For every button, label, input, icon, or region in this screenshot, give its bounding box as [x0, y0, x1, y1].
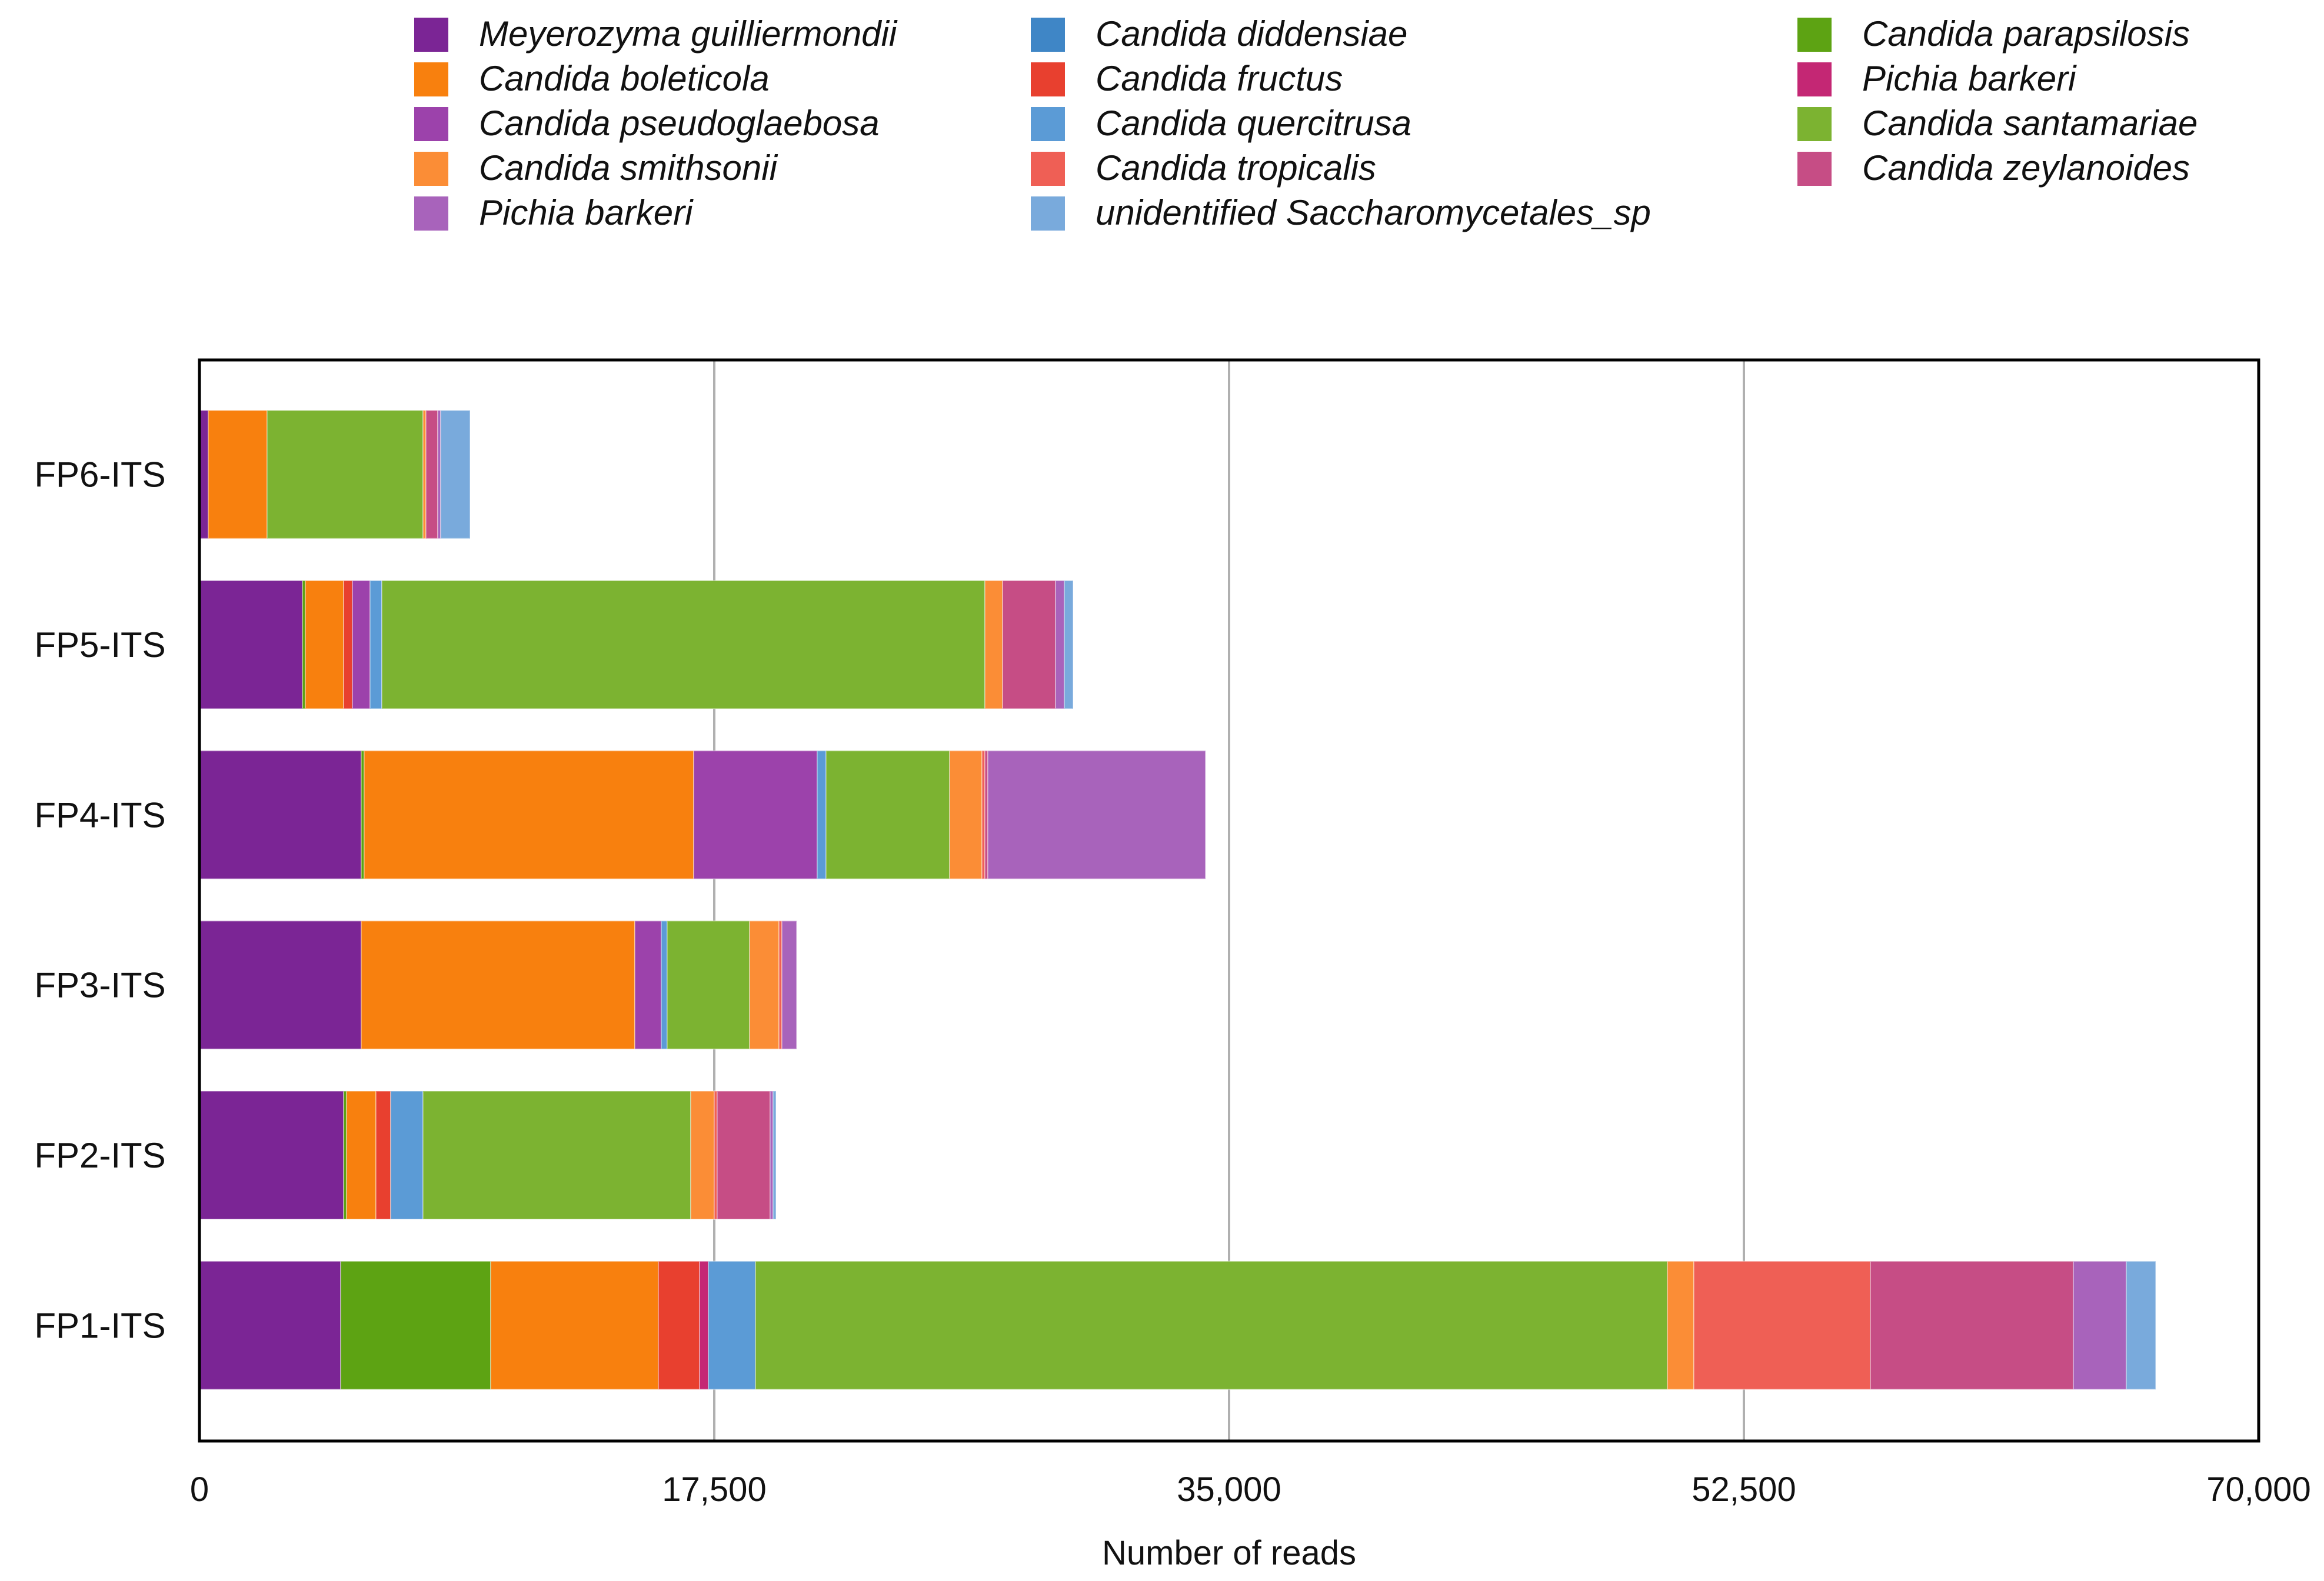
legend-swatch: [1797, 152, 1832, 186]
x-tick-label: 17,500: [662, 1470, 766, 1509]
bar-segment: [984, 580, 1003, 709]
bar-segment: [199, 580, 303, 709]
category-labels: FP6-ITS FP5-ITS FP4-ITS FP3-ITS FP2-ITS FP1-I…: [34, 455, 165, 1346]
legend-swatch: [1031, 107, 1065, 141]
bar-segment: [817, 750, 827, 880]
category-label: FP3-ITS: [34, 966, 165, 1005]
bar-segment: [199, 1090, 344, 1220]
category-label: FP5-ITS: [34, 625, 165, 665]
bar-segment: [267, 409, 424, 539]
plot-frame: [198, 358, 2260, 1443]
legend-label: Candida fructus: [1096, 59, 1343, 98]
category-label: FP4-ITS: [34, 795, 165, 835]
legend-swatch: [1031, 196, 1065, 231]
bar-segment: [634, 920, 662, 1050]
legend-swatch: [1031, 152, 1065, 186]
bar-segment: [1667, 1260, 1694, 1390]
bar-segment: [693, 750, 818, 880]
bar-segment: [825, 750, 950, 880]
legend-label: Candida tropicalis: [1096, 148, 1376, 188]
legend-swatch: [414, 107, 448, 141]
category-label: FP2-ITS: [34, 1136, 165, 1175]
legend-swatch: [414, 18, 448, 52]
legend-swatch: [1797, 62, 1832, 96]
gridlines: [713, 360, 1745, 1441]
bar-segment: [199, 750, 362, 880]
bar-segment: [440, 409, 471, 539]
bar-segment: [381, 580, 985, 709]
legend-label: Candida santamariae: [1862, 104, 2198, 143]
bar-segment: [773, 1090, 777, 1220]
legend-swatch: [1031, 62, 1065, 96]
bar-segment: [361, 920, 635, 1050]
bars: [199, 409, 2156, 1390]
legend-label: unidentified Saccharomycetales_sp: [1096, 193, 1651, 232]
category-label: FP6-ITS: [34, 455, 165, 495]
bar-segment: [1870, 1260, 2074, 1390]
bar-segment: [667, 920, 750, 1050]
category-label: FP1-ITS: [34, 1306, 165, 1345]
x-tick-label: 0: [190, 1470, 209, 1509]
bar-segment: [369, 580, 382, 709]
bar-segment: [422, 1090, 691, 1220]
legend-label: Candida quercitrusa: [1096, 104, 1411, 143]
x-tick-labels: 0 17,500 35,000 52,500 70,000: [190, 1470, 2311, 1509]
bar-segment: [2073, 1260, 2127, 1390]
bar-segment: [343, 580, 353, 709]
bar-segment: [749, 920, 780, 1050]
bar-segment: [346, 1090, 377, 1220]
bar-segment: [1064, 580, 1074, 709]
legend-swatch: [414, 152, 448, 186]
legend-label: Pichia barkeri: [1862, 59, 2077, 98]
bar-segment: [658, 1260, 700, 1390]
legend-label: Pichia barkeri: [479, 193, 694, 232]
bar-segment: [2126, 1260, 2156, 1390]
bar-segment: [781, 920, 797, 1050]
bar-segment: [305, 580, 344, 709]
bar-segment: [1055, 580, 1065, 709]
legend-swatch: [1797, 18, 1832, 52]
bar-segment: [199, 920, 362, 1050]
bar-segment: [208, 409, 268, 539]
legend-swatch: [414, 62, 448, 96]
legend-label: Candida zeylanoides: [1862, 148, 2190, 188]
x-axis-title: Number of reads: [1102, 1534, 1356, 1572]
x-tick-label: 52,500: [1692, 1470, 1796, 1509]
bar-segment: [690, 1090, 715, 1220]
x-tick-label: 70,000: [2206, 1470, 2310, 1509]
bar-segment: [661, 920, 668, 1050]
bar-segment: [949, 750, 983, 880]
bar-segment: [199, 1260, 341, 1390]
bar-segment: [1693, 1260, 1871, 1390]
bar-segment: [708, 1260, 756, 1390]
bar-segment: [340, 1260, 491, 1390]
bar-segment: [375, 1090, 391, 1220]
legend: Meyerozyma guilliermondii Candida boleti…: [414, 14, 2198, 232]
bar-segment: [364, 750, 694, 880]
bar-segment: [1002, 580, 1056, 709]
legend-label: Candida diddensiae: [1096, 14, 1407, 54]
bar-segment: [390, 1090, 424, 1220]
bar-segment: [987, 750, 1206, 880]
legend-label: Meyerozyma guilliermondii: [479, 14, 898, 54]
bar-segment: [490, 1260, 659, 1390]
legend-label: Candida smithsonii: [479, 148, 778, 188]
bar-segment: [352, 580, 371, 709]
legend-label: Candida parapsilosis: [1862, 14, 2190, 54]
legend-swatch: [1031, 18, 1065, 52]
legend-label: Candida boleticola: [479, 59, 770, 98]
legend-swatch: [1797, 107, 1832, 141]
x-tick-label: 35,000: [1177, 1470, 1281, 1509]
legend-swatch: [414, 196, 448, 231]
bar-segment: [699, 1260, 709, 1390]
bar-segment: [755, 1260, 1668, 1390]
bar-segment: [425, 409, 438, 539]
bar-segment: [717, 1090, 771, 1220]
legend-label: Candida pseudoglaebosa: [479, 104, 880, 143]
